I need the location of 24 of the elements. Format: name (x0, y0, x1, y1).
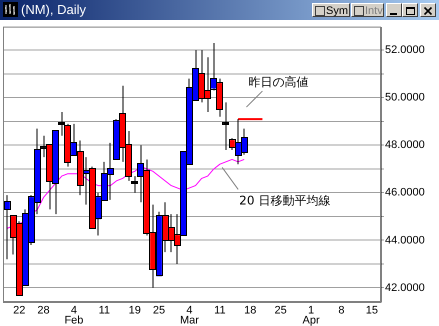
x-tick-label: 1 Apr (302, 304, 320, 326)
y-tick-label: 44.0000 (385, 234, 425, 246)
text: 昨日の高値 (248, 75, 308, 90)
x-tick-label: 25 (152, 304, 166, 316)
x-tick-label: 15 (366, 304, 378, 316)
x-tick-label: 4 Mar (180, 304, 200, 326)
y-tick-label: 50.0000 (385, 92, 425, 104)
x-tick-label: 4 Feb (64, 304, 84, 326)
checkbox-button: Sym (312, 3, 350, 17)
text: 20 日移動平均線 (239, 194, 330, 208)
y-tick-label: 42.0000 (385, 282, 425, 294)
x-tick-label: 11 (214, 304, 226, 316)
x-tick-label: 11 (98, 304, 110, 316)
x-tick-label: 25 (274, 304, 287, 316)
x-tick-label: 18 (244, 304, 256, 316)
x-tick-label: 22 (13, 304, 26, 316)
y-tick-label: 52.0000 (385, 44, 425, 56)
y-tick-label: 48.0000 (385, 139, 425, 152)
x-tick-label: 28 (37, 304, 50, 316)
x-tick-label: 19 (128, 304, 141, 316)
x-tick-label: 8 (338, 304, 345, 316)
y-tick-label: 46.0000 (385, 186, 425, 199)
checkbox-button: Intv (351, 3, 384, 17)
chart-title: (NM), Daily (21, 2, 86, 18)
